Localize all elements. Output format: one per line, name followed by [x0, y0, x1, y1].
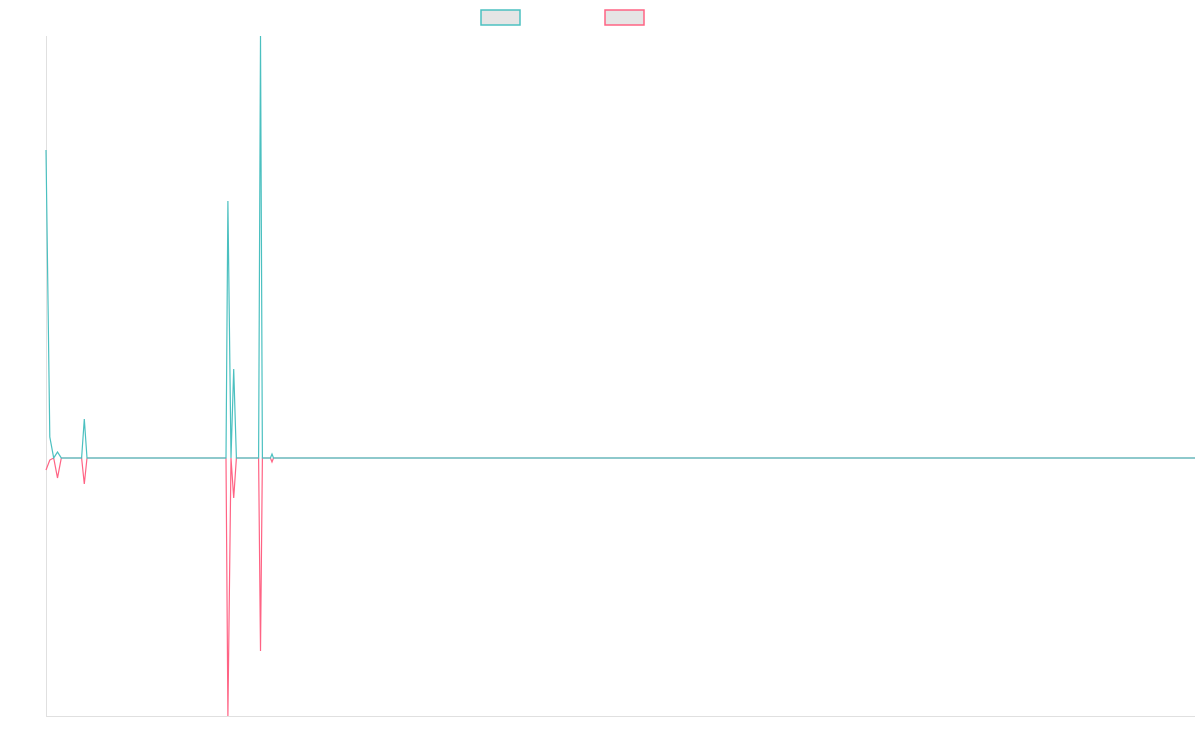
- legend-swatch-series-2[interactable]: [604, 9, 645, 26]
- series-line-2: [45, 457, 1195, 717]
- legend-swatch-series-1[interactable]: [480, 9, 521, 26]
- series-line-1: [45, 35, 1195, 460]
- legend: [480, 9, 645, 26]
